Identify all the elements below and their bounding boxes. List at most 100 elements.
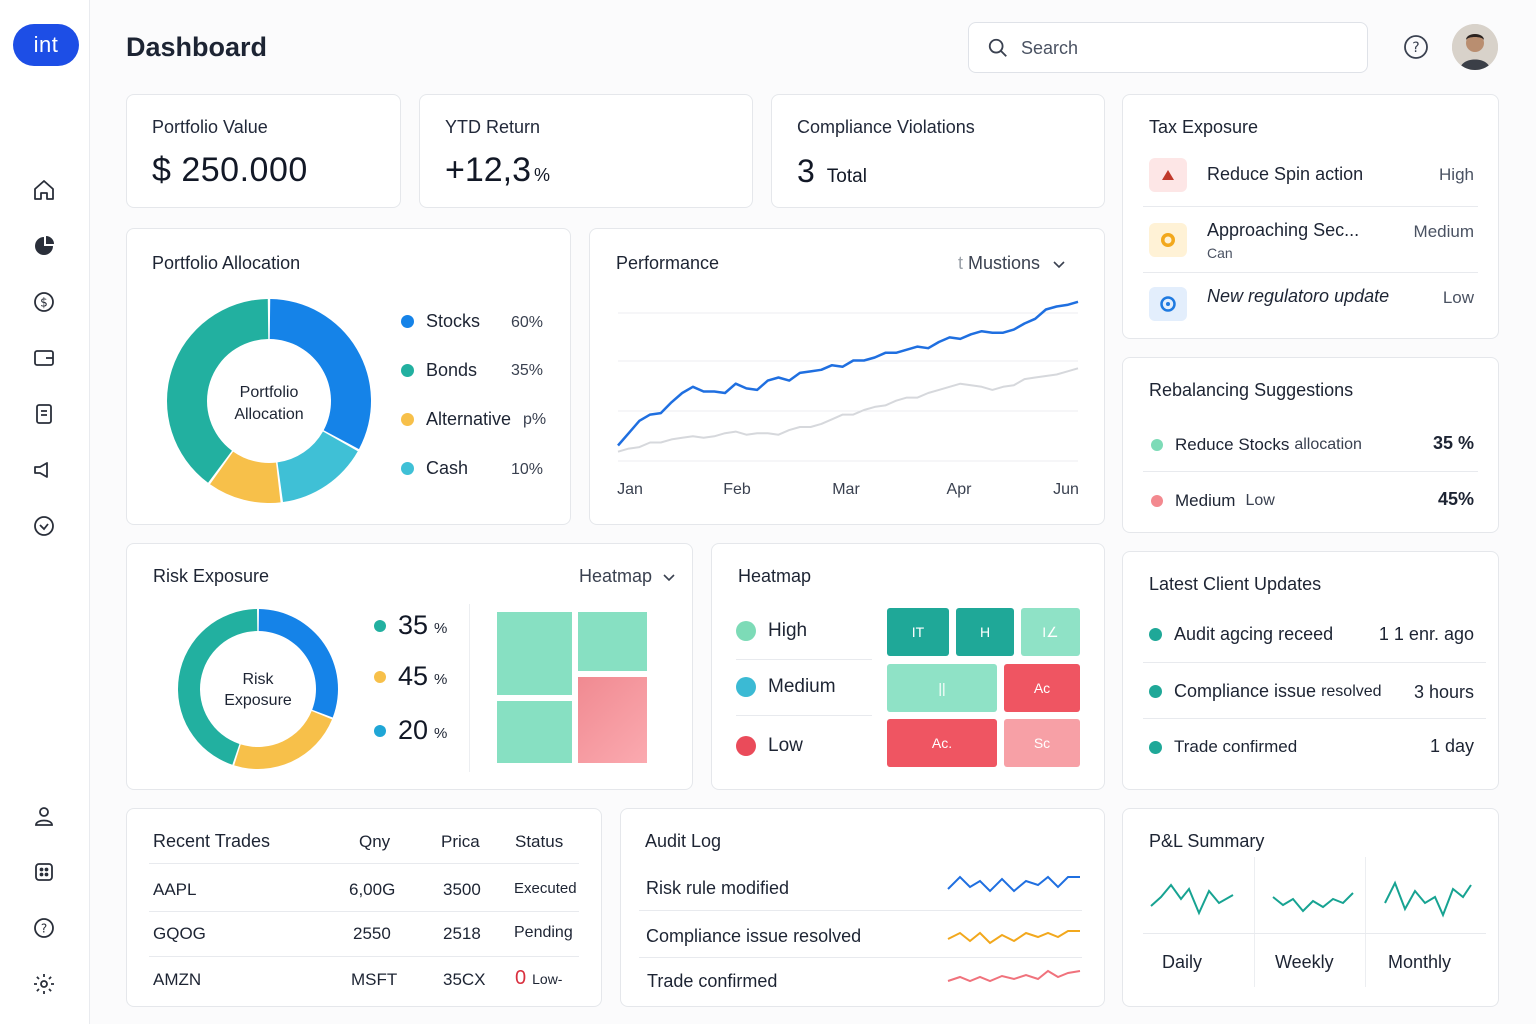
- help-icon[interactable]: ?: [30, 914, 58, 942]
- document-icon[interactable]: [30, 400, 58, 428]
- card-title: Performance: [616, 253, 720, 273]
- user-icon[interactable]: [30, 802, 58, 830]
- legend-item-bonds[interactable]: Bonds: [401, 360, 477, 381]
- tax-item-label[interactable]: Approaching Sec...: [1207, 220, 1360, 240]
- help-icon[interactable]: ?: [1402, 33, 1430, 61]
- item-value: 45%: [1437, 489, 1474, 509]
- legend-item-cash[interactable]: Cash: [401, 458, 468, 479]
- wallet-icon[interactable]: [30, 344, 58, 372]
- update-label-suffix: resolved: [1321, 682, 1382, 700]
- trade-price: 2518: [443, 924, 481, 943]
- divider: [149, 911, 579, 912]
- rebalancing-item[interactable]: Medium Low: [1151, 491, 1275, 511]
- sparkline-risk-rule: [947, 875, 1080, 893]
- pie-chart-icon[interactable]: [30, 232, 58, 260]
- audit-item-label[interactable]: Compliance issue resolved: [646, 926, 862, 946]
- item-sub: allocation: [1294, 436, 1362, 453]
- x-tick-label: Jan: [617, 481, 643, 498]
- item-value: 35 %: [1432, 433, 1474, 453]
- risk-view-dropdown[interactable]: Heatmap: [579, 566, 675, 587]
- pnl-label-daily[interactable]: Daily: [1162, 952, 1203, 972]
- donut-center-label: Exposure: [224, 692, 292, 709]
- column-header-price[interactable]: Prica: [441, 832, 480, 851]
- sparkline-monthly: [1384, 880, 1472, 918]
- megaphone-icon[interactable]: [30, 456, 58, 484]
- dropdown-value: Mustions: [968, 253, 1041, 273]
- x-tick-label: Feb: [723, 481, 751, 498]
- svg-text:$: $: [40, 296, 48, 310]
- sparkline-weekly: [1272, 892, 1354, 913]
- kpi-label: Compliance Violations: [797, 117, 975, 137]
- risk-treemap-cell[interactable]: [578, 677, 647, 763]
- search-input[interactable]: [1021, 33, 1341, 63]
- pnl-label-weekly[interactable]: Weekly: [1275, 952, 1334, 972]
- pnl-label-monthly[interactable]: Monthly: [1388, 952, 1452, 972]
- update-item[interactable]: Audit agcing receed: [1149, 624, 1333, 645]
- trade-qty: 6,00G: [349, 880, 396, 899]
- tax-item-label[interactable]: New regulatoro update: [1207, 286, 1390, 306]
- legend-dot: [736, 736, 756, 756]
- search-icon: [988, 38, 1007, 57]
- divider: [1143, 662, 1486, 663]
- page-title: Dashboard: [126, 32, 268, 62]
- divider: [1365, 857, 1366, 987]
- update-time: 3 hours: [1413, 682, 1474, 702]
- sparkline-daily: [1150, 883, 1234, 916]
- heatmap-cell[interactable]: H: [956, 608, 1014, 656]
- home-icon[interactable]: [30, 176, 58, 204]
- status-dot: [1151, 495, 1163, 507]
- audit-item-label[interactable]: Risk rule modified: [646, 878, 790, 898]
- app-logo[interactable]: int: [13, 24, 79, 66]
- legend-dot: [401, 413, 414, 426]
- update-label: Audit agcing receed: [1174, 624, 1334, 644]
- card-title: Audit Log: [645, 831, 722, 851]
- update-item[interactable]: Compliance issue resolved: [1149, 681, 1382, 702]
- risk-treemap-cell[interactable]: [578, 612, 647, 671]
- rebalancing-item[interactable]: Reduce Stocks allocation: [1151, 435, 1362, 455]
- dropdown-prefix: t: [958, 253, 964, 273]
- legend-item-alternative[interactable]: Alternative: [401, 409, 511, 430]
- item-sub: Low: [1245, 492, 1275, 509]
- donut-segment: [177, 609, 258, 765]
- settings-icon[interactable]: [30, 970, 58, 998]
- risk-value: 45: [398, 661, 429, 691]
- rebalancing-card: Rebalancing Suggestions Reduce Stocks al…: [1122, 357, 1499, 533]
- heatmap-cell[interactable]: Sc: [1004, 719, 1080, 767]
- check-circle-icon[interactable]: [30, 512, 58, 540]
- apps-icon[interactable]: [30, 858, 58, 886]
- avatar[interactable]: [1452, 24, 1498, 70]
- heatmap-cell[interactable]: Ac.: [887, 719, 997, 767]
- kpi-value: $ 250.000: [152, 151, 308, 189]
- column-header-qty[interactable]: Qny: [359, 832, 391, 851]
- heatmap-cell[interactable]: IT: [887, 608, 949, 656]
- compliance-card: Compliance Violations 3 Total: [771, 94, 1105, 208]
- dollar-icon[interactable]: $: [30, 288, 58, 316]
- risk-donut-chart: Risk Exposure: [177, 609, 338, 769]
- risk-treemap-cell[interactable]: [497, 612, 572, 695]
- donut-center-label: Allocation: [234, 406, 303, 423]
- risk-unit: %: [434, 620, 448, 637]
- recent-trades-card: Recent Trades Qny Prica Status AAPL 6,00…: [126, 808, 602, 1007]
- legend-label: Bonds: [426, 360, 478, 380]
- legend-pct: 35%: [511, 362, 544, 379]
- status-dot: [1149, 740, 1162, 754]
- tax-item-label[interactable]: Reduce Spin action: [1207, 164, 1364, 184]
- risk-treemap-cell[interactable]: [497, 701, 572, 763]
- divider: [149, 863, 579, 864]
- heatmap-cell[interactable]: I∠: [1021, 608, 1080, 656]
- search-box[interactable]: [968, 22, 1368, 73]
- risk-exposure-card: Risk Exposure Heatmap Risk Exposure 35 %…: [126, 543, 693, 790]
- update-item[interactable]: Trade confirmed: [1149, 737, 1297, 757]
- legend-item-stocks[interactable]: Stocks: [401, 311, 480, 332]
- sparkline-compliance: [947, 930, 1080, 945]
- risk-legend-item: 45 %: [374, 661, 447, 692]
- heatmap-cell[interactable]: ||: [887, 664, 997, 712]
- audit-item-label[interactable]: Trade confirmed: [647, 971, 778, 991]
- donut-center-label: Risk: [242, 671, 274, 688]
- period-dropdown[interactable]: t Mustions: [958, 253, 1065, 274]
- trade-status: Low-: [532, 971, 563, 987]
- trade-status-flag: 0: [515, 967, 527, 989]
- trade-qty: 2550: [353, 924, 391, 943]
- heatmap-cell[interactable]: Ac: [1004, 664, 1080, 712]
- column-header-status[interactable]: Status: [515, 832, 564, 851]
